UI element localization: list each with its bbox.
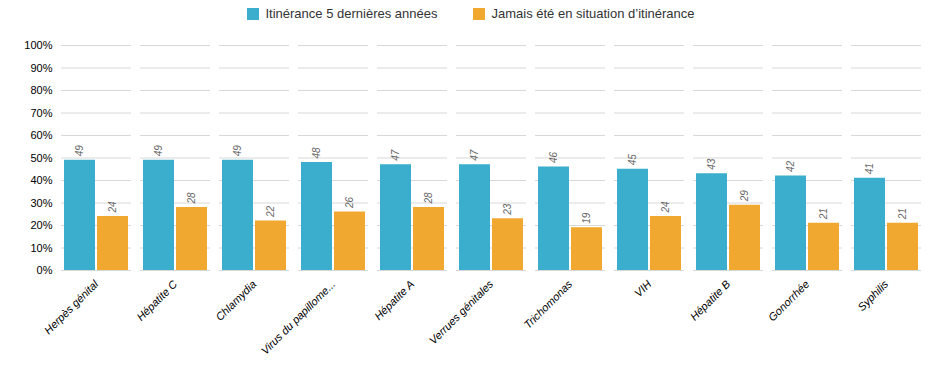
svg-text:40%: 40% — [30, 174, 52, 186]
svg-text:Hépatite C: Hépatite C — [134, 278, 179, 323]
svg-text:23: 23 — [502, 203, 513, 216]
svg-text:28: 28 — [186, 192, 197, 205]
svg-text:Syphilis: Syphilis — [855, 277, 891, 313]
html-text:Jamais été en situation d’itin: Jamais été en situation d’itinérance — [491, 6, 695, 21]
html-text:Itinérance 5 dernières années: Itinérance 5 dernières années — [265, 6, 438, 21]
svg-text:48: 48 — [311, 147, 322, 159]
svg-text:41: 41 — [864, 163, 875, 174]
svg-text:50%: 50% — [30, 152, 52, 164]
svg-text:VIH: VIH — [632, 278, 653, 299]
svg-text:45: 45 — [627, 154, 638, 166]
svg-text:Chlamydia: Chlamydia — [213, 278, 258, 323]
svg-text:Trichomonas: Trichomonas — [522, 277, 575, 330]
svg-text:42: 42 — [785, 160, 796, 172]
svg-text:21: 21 — [818, 208, 829, 220]
svg-text:0%: 0% — [37, 264, 53, 276]
svg-text:22: 22 — [265, 205, 276, 218]
svg-text:100%: 100% — [24, 39, 52, 51]
svg-text:49: 49 — [153, 145, 164, 157]
svg-text:43: 43 — [706, 158, 717, 170]
svg-text:Verrues génitales: Verrues génitales — [427, 277, 496, 346]
svg-text:30%: 30% — [30, 197, 52, 209]
svg-text:80%: 80% — [30, 84, 52, 96]
svg-text:10%: 10% — [30, 242, 52, 254]
svg-text:24: 24 — [660, 201, 671, 214]
svg-text:21: 21 — [897, 208, 908, 220]
svg-text:46: 46 — [548, 151, 559, 163]
svg-text:49: 49 — [74, 145, 85, 157]
svg-text:90%: 90% — [30, 62, 52, 74]
svg-text:Virus du papillome...: Virus du papillome... — [259, 278, 338, 357]
svg-text:60%: 60% — [30, 129, 52, 141]
svg-text:28: 28 — [423, 192, 434, 205]
svg-text:49: 49 — [232, 145, 243, 157]
svg-text:29: 29 — [739, 190, 750, 203]
svg-text:20%: 20% — [30, 219, 52, 231]
svg-text:70%: 70% — [30, 107, 52, 119]
svg-text:47: 47 — [469, 149, 480, 161]
svg-text:24: 24 — [107, 201, 118, 214]
svg-text:Gonorrhée: Gonorrhée — [766, 278, 812, 324]
svg-text:Hépatite B: Hépatite B — [688, 278, 733, 323]
svg-text:47: 47 — [390, 149, 401, 161]
svg-text:19: 19 — [581, 212, 592, 224]
svg-text:26: 26 — [344, 196, 355, 209]
svg-text:Herpès génital: Herpès génital — [42, 277, 101, 336]
svg-text:Hépatite A: Hépatite A — [372, 278, 417, 323]
